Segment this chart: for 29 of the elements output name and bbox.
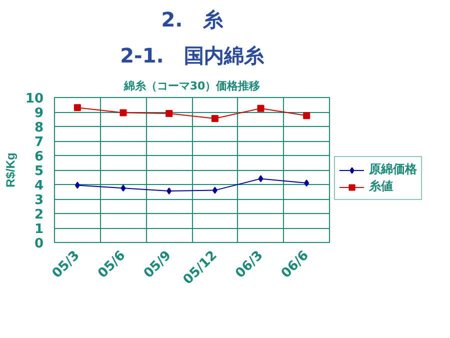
y-tick-label: 3 (34, 193, 44, 208)
point (120, 109, 127, 116)
point (303, 112, 310, 120)
y-axis-title: R$/Kg (3, 152, 18, 188)
point (166, 188, 172, 195)
y-tick-label: 0 (34, 236, 44, 252)
point (74, 182, 80, 189)
point (166, 110, 173, 117)
legend-label: 糸値 (369, 178, 393, 195)
y-tick-label: 8 (34, 120, 44, 136)
y-tick-label: 7 (34, 135, 44, 150)
point (211, 115, 218, 122)
y-tick-label: 4 (34, 178, 44, 194)
point (258, 175, 264, 182)
y-tick-label: 10 (25, 92, 44, 106)
y-tick-label: 2 (34, 208, 44, 222)
y-tick-label: 6 (34, 150, 44, 164)
text: 綿糸（コーマ30）価格推移 (122, 80, 260, 92)
point (257, 104, 264, 112)
point (304, 180, 310, 187)
y-tick-label: 9 (34, 106, 44, 121)
chart-subtitle: 2-1. 国内綿糸 (120, 44, 265, 68)
y-tick-label: 5 (34, 164, 44, 179)
point (74, 104, 81, 112)
point (120, 184, 126, 192)
chart-title: 2. 糸 (161, 8, 224, 32)
legend-label: 原綿価格 (369, 161, 417, 178)
point (212, 186, 218, 194)
y-tick-label: 1 (34, 222, 44, 237)
